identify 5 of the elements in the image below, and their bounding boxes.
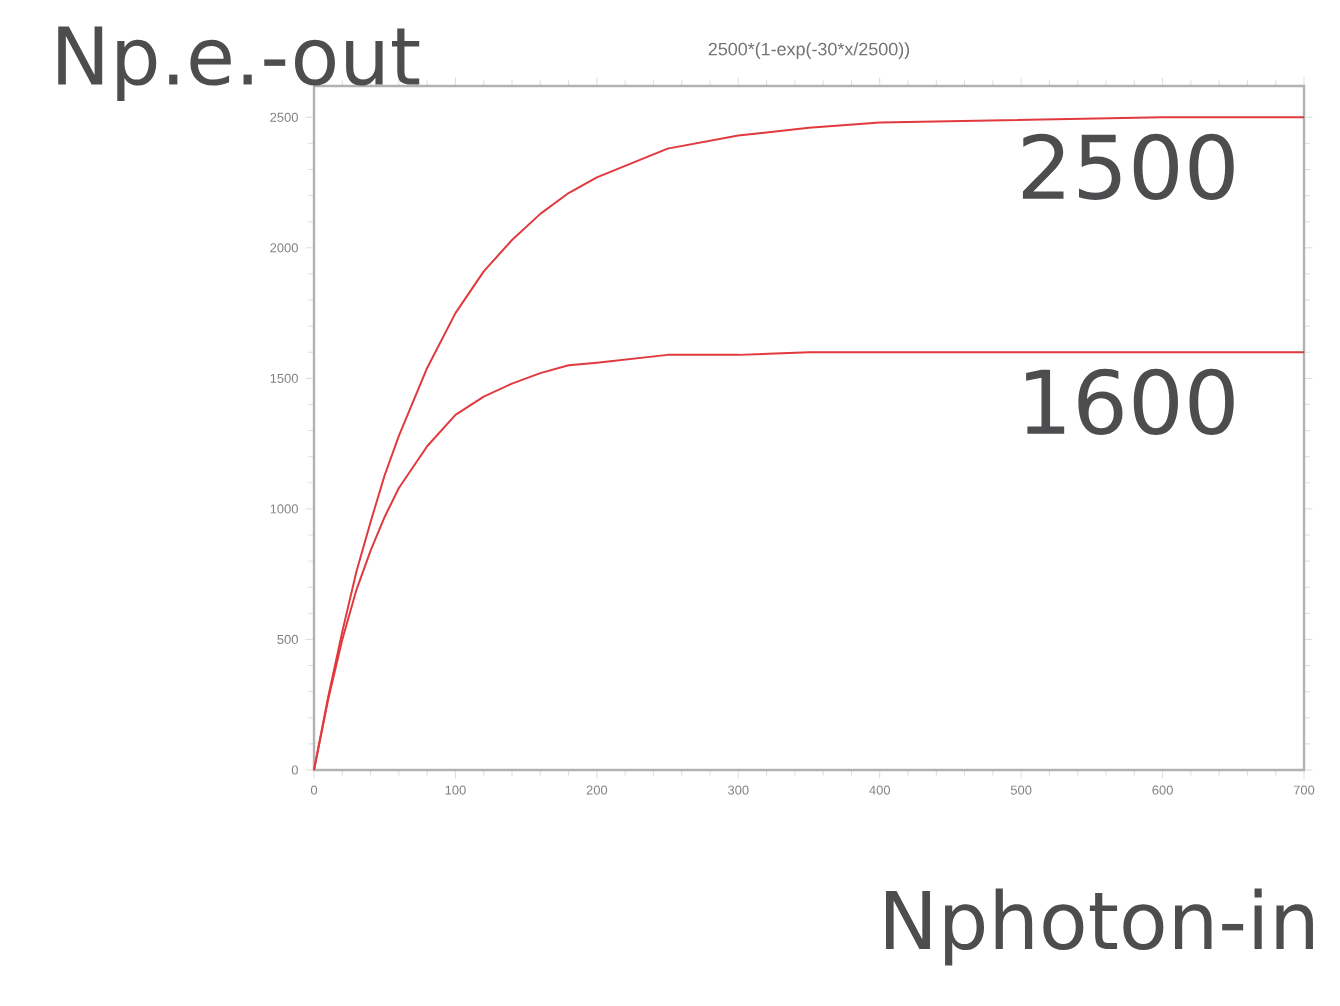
series-label: 1600 — [1026, 368, 1234, 435]
chart-title: 2500*(1-exp(-30*x/2500)) — [708, 42, 910, 59]
y-axis-title: Np.e.-out — [58, 26, 420, 102]
series-label: 2500 — [1022, 133, 1234, 201]
x-axis-title: Nphoton-in — [886, 888, 1313, 966]
